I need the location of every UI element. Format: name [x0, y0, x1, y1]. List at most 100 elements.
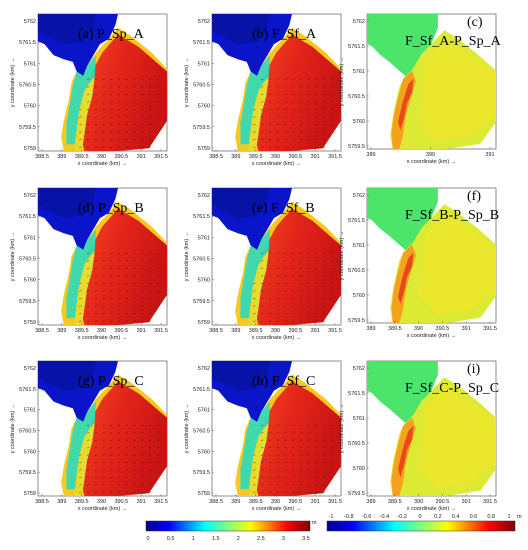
vector-arrow [141, 461, 144, 464]
vector-arrow [299, 139, 302, 141]
vector-arrow [110, 461, 113, 464]
y-tick-label: 5760.5 [348, 268, 365, 274]
vector-arrow [133, 476, 136, 478]
vector-arrow [276, 439, 279, 441]
vector-arrow [260, 146, 264, 148]
x-tick-label: 391 [462, 326, 471, 332]
vector-arrow [284, 439, 287, 441]
vector-arrow [291, 267, 295, 270]
vector-arrow [86, 469, 90, 471]
vector-arrow [322, 139, 326, 141]
x-tick-label: 389.5 [75, 328, 89, 334]
vector-arrow [133, 139, 136, 141]
vector-arrow [117, 116, 121, 118]
vector-arrow [284, 86, 287, 88]
vector-arrow [330, 123, 333, 126]
y-axis-label: y coordinate (km) → [339, 404, 345, 454]
vector-arrow [156, 260, 159, 262]
vector-arrow [148, 424, 152, 426]
vector-arrow [315, 123, 318, 126]
vector-arrow [148, 447, 152, 449]
colorbar-diff-tick: 0.2 [434, 514, 442, 520]
vector-arrow [299, 101, 302, 103]
vector-arrow [125, 108, 128, 111]
colorbar-depth [145, 520, 311, 532]
vector-arrow [133, 131, 136, 133]
vector-arrow [102, 305, 105, 307]
vector-arrow [268, 93, 272, 96]
vector-arrow [117, 108, 121, 111]
panel-4: 388.5 389 389.5 390 390.5 391 391.5 5759 5759.5 5… [10, 187, 168, 341]
vector-arrow [86, 432, 90, 434]
vector-arrow [86, 290, 90, 292]
vector-arrow [330, 282, 333, 285]
y-tick-label: 5759 [24, 146, 36, 152]
vector-arrow [117, 439, 121, 441]
vector-arrow [125, 252, 128, 254]
vector-arrow [86, 447, 90, 449]
vector-arrow [322, 432, 326, 434]
vector-arrow [79, 320, 82, 322]
vector-arrow [156, 282, 159, 285]
y-tick-label: 5760.5 [193, 257, 210, 263]
diff-near-zero-region [367, 361, 438, 424]
colorbar-depth-tick: 0.5 [167, 536, 175, 542]
y-tick-label: 5759.5 [348, 144, 365, 150]
vector-arrow [253, 123, 256, 126]
vector-arrow [291, 139, 295, 141]
vector-arrow [94, 282, 98, 285]
vector-arrow [315, 78, 318, 80]
vector-arrow [141, 93, 144, 96]
vector-arrow [268, 146, 272, 148]
vector-arrow [148, 297, 152, 300]
vector-arrow [117, 447, 121, 449]
mid-depth-strip [74, 423, 95, 496]
x-tick-label: 391 [311, 499, 320, 505]
vector-arrow [322, 93, 326, 96]
x-tick-label: 389 [366, 499, 375, 505]
vector-arrow [291, 116, 295, 118]
vector-arrow [315, 432, 318, 434]
vector-arrow [260, 447, 264, 449]
vector-arrow [315, 439, 318, 441]
vector-arrow [276, 101, 279, 103]
vector-arrow [322, 461, 326, 464]
vector-arrow [125, 313, 128, 315]
velocity-vectors [253, 252, 333, 322]
colorbar-depth-tick: 3.5 [302, 536, 310, 542]
vector-arrow [141, 484, 144, 486]
vector-arrow [110, 146, 113, 148]
vector-arrow [110, 131, 113, 133]
vector-arrow [94, 305, 98, 307]
vector-arrow [322, 469, 326, 471]
vector-arrow [260, 101, 264, 103]
vector-arrow [141, 447, 144, 449]
vector-arrow [291, 275, 295, 277]
vector-arrow [315, 146, 318, 148]
x-tick-label: 391.5 [154, 154, 168, 160]
vector-arrow [260, 313, 264, 315]
shallow-strip-region [240, 229, 271, 319]
shallow-strip-region [240, 401, 271, 490]
vector-arrow [117, 78, 121, 80]
vector-arrow [260, 491, 264, 493]
vector-arrow [276, 93, 279, 96]
vector-arrow [330, 267, 333, 270]
vector-arrow [86, 275, 90, 277]
y-axis-label: y coordinate (km) → [10, 58, 16, 108]
x-tick-label: 388.5 [209, 499, 223, 505]
y-tick-label: 5759.5 [193, 299, 210, 305]
x-tick-label: 389.5 [249, 499, 263, 505]
vector-arrow [125, 282, 128, 285]
vector-arrow [276, 260, 279, 262]
vector-arrow [299, 305, 302, 307]
vector-arrow [156, 101, 159, 103]
y-axis-label: y coordinate (km) → [184, 232, 190, 282]
vector-arrow [268, 476, 272, 478]
vector-arrow [125, 123, 128, 126]
vector-arrow [94, 454, 98, 456]
vector-arrow [102, 476, 105, 478]
y-tick-label: 5761.5 [193, 40, 210, 46]
vector-arrow [276, 282, 279, 285]
vector-arrow [125, 260, 128, 262]
